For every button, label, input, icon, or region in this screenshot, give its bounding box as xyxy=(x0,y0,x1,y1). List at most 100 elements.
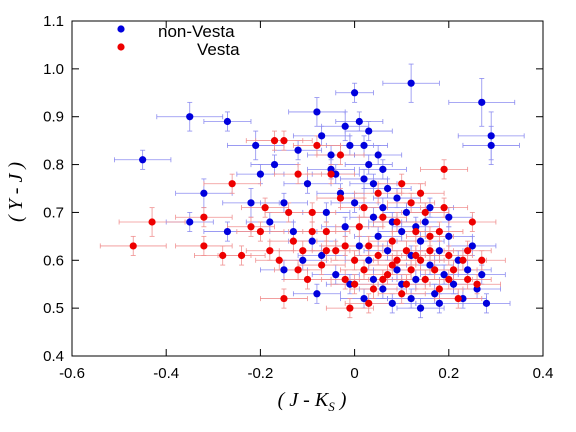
point-vesta xyxy=(275,256,283,264)
legend-label-non-vesta: non-Vesta xyxy=(158,22,235,41)
point-vesta xyxy=(459,256,467,264)
point-non-vesta xyxy=(351,199,359,207)
point-vesta xyxy=(280,137,288,145)
point-non-vesta xyxy=(308,237,316,245)
point-vesta xyxy=(445,251,453,260)
point-vesta xyxy=(289,237,297,245)
point-non-vesta xyxy=(478,98,486,106)
point-vesta xyxy=(270,137,279,145)
point-non-vesta xyxy=(379,204,387,212)
point-vesta xyxy=(355,223,363,231)
point-vesta xyxy=(308,208,316,217)
x-tick-label: 0.4 xyxy=(533,365,554,382)
point-vesta xyxy=(261,204,269,212)
point-non-vesta xyxy=(360,141,368,150)
point-non-vesta xyxy=(369,213,378,221)
point-non-vesta xyxy=(256,170,264,178)
point-vesta xyxy=(351,256,359,264)
point-non-vesta xyxy=(365,127,373,135)
point-non-vesta xyxy=(416,304,425,312)
point-vesta xyxy=(285,208,293,217)
point-vesta xyxy=(398,180,406,188)
point-non-vesta xyxy=(313,108,321,116)
point-non-vesta xyxy=(294,146,302,154)
point-non-vesta xyxy=(487,141,495,150)
point-vesta xyxy=(393,256,401,264)
x-tick-label: 0.2 xyxy=(438,365,459,382)
data-points xyxy=(129,79,495,312)
point-non-vesta xyxy=(369,275,378,284)
point-vesta xyxy=(445,275,453,284)
point-vesta xyxy=(426,247,434,255)
point-vesta xyxy=(219,251,227,260)
point-non-vesta xyxy=(426,204,434,212)
point-non-vesta xyxy=(407,79,415,87)
point-non-vesta xyxy=(374,232,382,240)
point-vesta xyxy=(336,151,345,159)
point-vesta xyxy=(379,213,387,221)
point-non-vesta xyxy=(346,141,354,150)
point-vesta xyxy=(374,189,382,197)
point-vesta xyxy=(449,266,458,274)
point-non-vesta xyxy=(445,232,453,240)
point-non-vesta xyxy=(393,194,401,202)
point-non-vesta xyxy=(478,271,486,279)
point-non-vesta xyxy=(449,280,458,288)
point-vesta xyxy=(266,247,274,255)
point-non-vesta xyxy=(416,237,425,245)
point-vesta xyxy=(464,247,472,255)
point-vesta xyxy=(398,290,406,298)
point-vesta xyxy=(416,189,425,197)
y-tick-label: 0.6 xyxy=(43,252,64,269)
point-vesta xyxy=(365,299,373,307)
point-vesta xyxy=(237,251,246,260)
point-vesta xyxy=(346,304,354,312)
point-non-vesta xyxy=(388,299,396,307)
point-vesta xyxy=(228,180,236,188)
point-vesta xyxy=(383,271,392,279)
plot-frame xyxy=(71,20,544,357)
point-non-vesta xyxy=(360,294,368,303)
error-bars xyxy=(99,63,525,319)
point-vesta xyxy=(294,170,302,178)
point-non-vesta xyxy=(435,299,443,307)
point-vesta xyxy=(473,280,481,288)
point-vesta xyxy=(327,170,335,178)
point-vesta xyxy=(256,227,264,236)
point-non-vesta xyxy=(186,218,194,226)
point-vesta xyxy=(318,261,326,269)
point-vesta xyxy=(200,242,208,250)
y-tick-label: 1.0 xyxy=(43,61,64,78)
tick-labels: -0.6 -0.4 -0.2 0 0.2 0.4 0.4 0.5 0.6 0.7 0.8 0.9 1.0… xyxy=(43,13,553,382)
point-non-vesta xyxy=(398,227,406,236)
x-axis-label: ( J - KS ) xyxy=(278,389,347,414)
point-non-vesta xyxy=(247,199,255,207)
point-non-vesta xyxy=(468,242,476,250)
point-vesta xyxy=(322,227,330,236)
point-vesta xyxy=(332,247,340,255)
point-non-vesta xyxy=(365,160,373,169)
point-non-vesta xyxy=(369,180,378,188)
point-non-vesta xyxy=(383,247,392,255)
point-non-vesta xyxy=(393,266,401,274)
point-vesta xyxy=(402,280,411,288)
point-vesta xyxy=(148,218,156,226)
x-tick-label: -0.2 xyxy=(247,365,273,382)
point-non-vesta xyxy=(322,208,330,217)
point-vesta xyxy=(478,256,486,264)
legend-label-vesta: Vesta xyxy=(197,40,240,59)
point-vesta xyxy=(374,251,382,260)
y-tick-label: 1.1 xyxy=(43,13,64,30)
point-non-vesta xyxy=(374,151,382,159)
point-vesta xyxy=(388,237,396,245)
x-tick-label: 0 xyxy=(350,365,358,382)
point-vesta xyxy=(365,242,373,250)
y-tick-label: 0.8 xyxy=(43,157,64,174)
point-non-vesta xyxy=(431,290,439,298)
point-non-vesta xyxy=(223,117,232,126)
point-vesta xyxy=(247,223,255,231)
point-non-vesta xyxy=(280,266,288,274)
point-vesta xyxy=(308,227,316,236)
point-vesta xyxy=(412,227,420,236)
y-tick-label: 0.4 xyxy=(43,348,64,365)
